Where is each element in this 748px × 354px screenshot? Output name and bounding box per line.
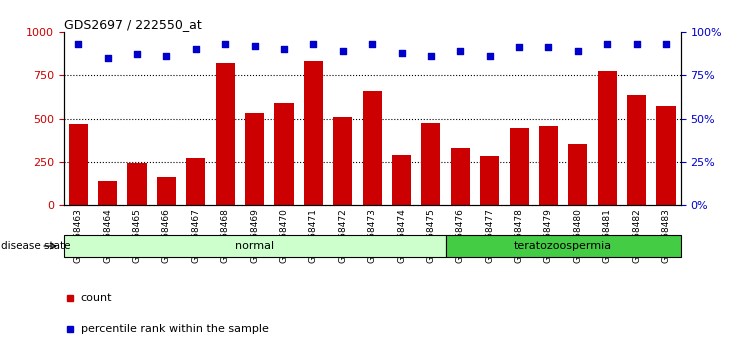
Point	[425, 53, 437, 59]
Point	[454, 48, 466, 54]
Point	[278, 46, 290, 52]
Bar	[64, 235, 446, 257]
Point	[631, 41, 643, 47]
Point	[601, 41, 613, 47]
Bar	[421, 123, 441, 205]
Bar	[627, 95, 646, 205]
Bar	[446, 235, 681, 257]
Point	[366, 41, 378, 47]
Bar	[304, 61, 323, 205]
Bar	[598, 71, 617, 205]
Bar	[363, 91, 381, 205]
Bar	[480, 156, 499, 205]
Point	[219, 41, 231, 47]
Bar	[69, 124, 88, 205]
Bar	[275, 103, 293, 205]
Point	[660, 41, 672, 47]
Point	[248, 43, 260, 48]
Bar	[245, 113, 264, 205]
Bar	[98, 181, 117, 205]
Point	[73, 41, 85, 47]
Bar	[127, 163, 147, 205]
Point	[307, 41, 319, 47]
Point	[571, 48, 583, 54]
Point	[396, 50, 408, 56]
Text: disease state: disease state	[1, 241, 71, 251]
Point	[160, 53, 172, 59]
Point	[131, 52, 143, 57]
Text: GDS2697 / 222550_at: GDS2697 / 222550_at	[64, 18, 201, 31]
Point	[190, 46, 202, 52]
Point	[102, 55, 114, 61]
Bar	[157, 177, 176, 205]
Bar	[215, 63, 235, 205]
Point	[542, 45, 554, 50]
Text: normal: normal	[235, 241, 275, 251]
Bar	[509, 128, 529, 205]
Point	[337, 48, 349, 54]
Text: teratozoospermia: teratozoospermia	[514, 241, 612, 251]
Bar	[392, 155, 411, 205]
Bar	[539, 126, 558, 205]
Bar	[657, 105, 675, 205]
Bar	[451, 148, 470, 205]
Bar	[568, 144, 587, 205]
Text: count: count	[81, 292, 112, 303]
Bar	[333, 117, 352, 205]
Text: percentile rank within the sample: percentile rank within the sample	[81, 324, 269, 335]
Bar	[186, 159, 206, 205]
Point	[513, 45, 525, 50]
Point	[484, 53, 496, 59]
